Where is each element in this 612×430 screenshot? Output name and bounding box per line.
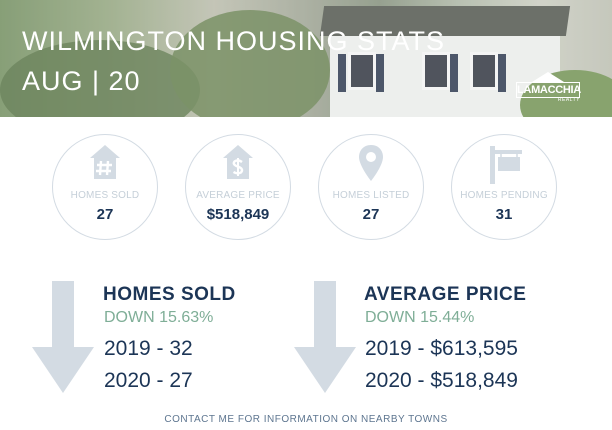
footer-contact-text: CONTACT ME FOR INFORMATION ON NEARBY TOW… xyxy=(164,414,448,425)
stat-value: 27 xyxy=(96,206,114,223)
header-banner: WILMINGTON HOUSING STATS AUG | 20 LAMACC… xyxy=(0,0,612,117)
page-subtitle: AUG | 20 xyxy=(22,66,141,96)
stat-average-price: AVERAGE PRICE $518,849 xyxy=(185,134,291,240)
company-logo: LAMACCHIA REALTY xyxy=(516,72,581,104)
stat-value: 31 xyxy=(495,206,513,223)
year-2019-average-price: 2019 - $613,595 xyxy=(365,337,518,360)
year-2019-homes-sold: 2019 - 32 xyxy=(104,337,193,360)
house-hash-icon xyxy=(90,145,120,179)
section-heading-average-price: AVERAGE PRICE xyxy=(364,284,527,305)
logo-name: LAMACCHIA xyxy=(516,82,581,98)
stat-value: 27 xyxy=(362,206,380,223)
map-pin-icon xyxy=(359,145,383,181)
page-title: WILMINGTON HOUSING STATS xyxy=(22,26,446,56)
background-tree xyxy=(170,10,330,117)
stat-label: AVERAGE PRICE xyxy=(196,190,280,201)
change-homes-sold: DOWN 15.63% xyxy=(104,309,214,326)
logo-tagline: REALTY xyxy=(557,97,580,103)
stat-homes-sold: HOMES SOLD 27 xyxy=(52,134,158,240)
stat-homes-listed: HOMES LISTED 27 xyxy=(318,134,424,240)
change-average-price: DOWN 15.44% xyxy=(365,309,475,326)
for-sale-sign-icon xyxy=(490,146,522,184)
down-arrow-icon xyxy=(32,281,94,393)
stat-label: HOMES LISTED xyxy=(332,190,410,201)
year-2020-homes-sold: 2020 - 27 xyxy=(104,369,193,392)
background-tree xyxy=(0,40,200,117)
down-arrow-icon xyxy=(294,281,356,393)
stat-value: $518,849 xyxy=(206,206,270,223)
year-2020-average-price: 2020 - $518,849 xyxy=(365,369,518,392)
stat-label: HOMES PENDING xyxy=(460,190,548,201)
stat-homes-pending: HOMES PENDING 31 xyxy=(451,134,557,240)
section-heading-homes-sold: HOMES SOLD xyxy=(103,284,236,305)
stat-label: HOMES SOLD xyxy=(70,190,140,201)
house-dollar-icon xyxy=(223,145,253,179)
